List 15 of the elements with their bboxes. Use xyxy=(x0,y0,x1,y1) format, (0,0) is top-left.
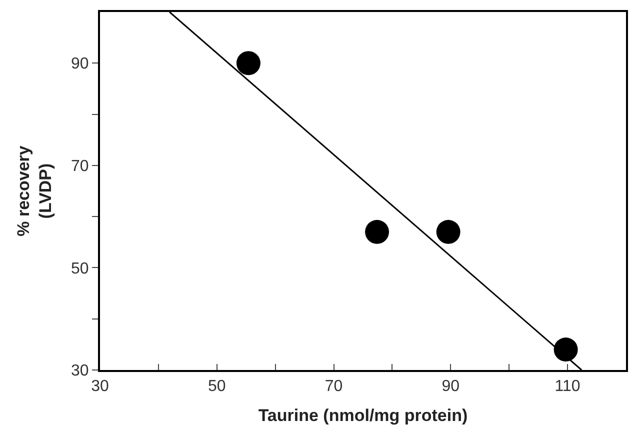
y-tick-label: 30 xyxy=(71,362,89,380)
y-tick-label: 70 xyxy=(71,158,89,176)
x-tick-label: 30 xyxy=(91,378,109,396)
point xyxy=(436,220,460,244)
point xyxy=(365,220,390,244)
x-tick-label: 50 xyxy=(208,378,226,396)
x-tick-label: 70 xyxy=(324,378,343,396)
y-tick-label: 90 xyxy=(71,56,89,73)
point xyxy=(236,51,260,76)
x-tick-label: 110 xyxy=(554,378,580,396)
y-tick-label: 50 xyxy=(71,260,89,278)
x-tick-label: 90 xyxy=(442,378,460,396)
x-axis-title: Taurine (nmol/mg protein) xyxy=(258,406,468,426)
point xyxy=(554,338,578,362)
y-axis-title: % recovery (LVDP) xyxy=(14,145,56,236)
